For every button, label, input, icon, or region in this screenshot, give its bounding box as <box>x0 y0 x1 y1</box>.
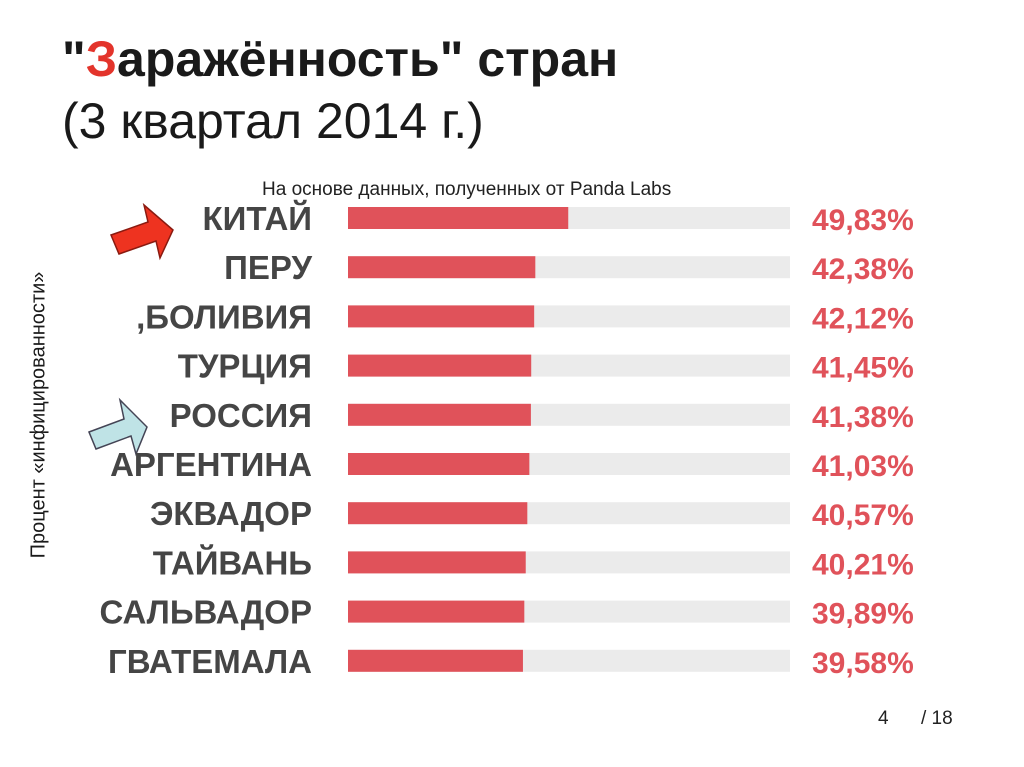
chart-subtitle: На основе данных, полученных от Panda La… <box>262 179 672 200</box>
value-label: 39,58% <box>812 647 914 680</box>
value-label: 41,38% <box>812 401 914 434</box>
bar <box>348 256 536 279</box>
category-label: САЛЬВАДОР <box>99 594 312 631</box>
category-label: КИТАЙ <box>203 199 313 237</box>
category-label: ТУРЦИЯ <box>178 348 312 385</box>
red-arrow-icon <box>109 202 174 261</box>
bar <box>348 453 530 475</box>
slide-title: "Заражённость" стран (3 квартал 2014 г.) <box>62 28 618 152</box>
bar <box>348 354 532 377</box>
bar <box>348 502 528 525</box>
category-label: ГВАТЕМАЛА <box>108 643 312 680</box>
value-label: 39,89% <box>812 598 914 631</box>
value-label: 40,21% <box>812 548 914 581</box>
bar <box>348 305 535 328</box>
bar <box>348 207 569 229</box>
bar <box>348 600 525 623</box>
blue-arrow-icon <box>88 397 148 457</box>
arrows-layer <box>88 202 174 457</box>
title-rest: аражённость" стран <box>117 31 619 87</box>
category-label: ЭКВАДОР <box>150 495 312 532</box>
category-label: ТАЙВАНЬ <box>153 543 312 581</box>
title-line-1: "Заражённость" стран <box>62 28 618 90</box>
page-number: 4 <box>878 708 889 729</box>
bar <box>348 551 526 574</box>
title-quote-open: " <box>62 31 86 87</box>
bar <box>348 403 531 426</box>
category-label: ПЕРУ <box>224 249 312 286</box>
title-line-2: (3 квартал 2014 г.) <box>62 93 484 149</box>
page-total: / 18 <box>921 708 953 729</box>
bar <box>348 649 523 672</box>
value-label: 49,83% <box>812 204 914 237</box>
value-label: 42,38% <box>812 253 914 286</box>
category-label: РОССИЯ <box>170 397 312 434</box>
title-accent-letter: З <box>85 31 118 87</box>
value-label: 40,57% <box>812 499 914 532</box>
value-label: 41,03% <box>812 450 914 483</box>
category-label: ,БОЛИВИЯ <box>136 298 312 335</box>
bars-layer: КИТАЙ 49,83% ПЕРУ 42,38% ,БОЛИВИЯ 42,12% ТУРЦИ… <box>99 199 913 680</box>
value-label: 42,12% <box>812 302 914 335</box>
category-label: АРГЕНТИНА <box>110 446 312 483</box>
value-label: 41,45% <box>812 352 914 385</box>
